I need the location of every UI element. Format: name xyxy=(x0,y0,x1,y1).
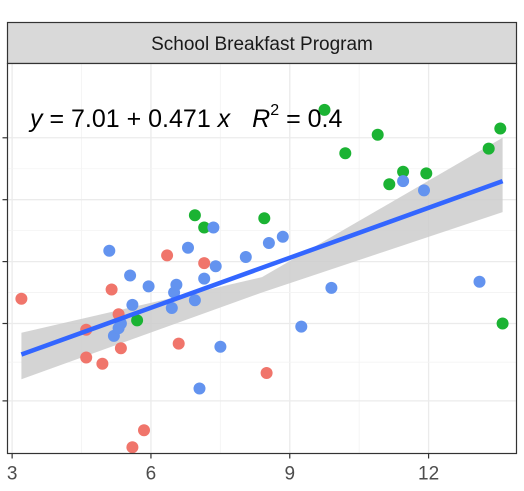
equation-plus: + xyxy=(120,105,149,133)
data-point-blue xyxy=(473,275,486,288)
data-point-blue xyxy=(207,221,220,234)
data-point-red xyxy=(126,441,139,454)
data-point-green xyxy=(383,178,396,191)
data-point-green xyxy=(482,142,495,155)
data-point-green xyxy=(258,212,271,225)
data-point-blue xyxy=(418,184,430,197)
equation-r-power: 2 xyxy=(270,102,279,119)
data-point-red xyxy=(96,357,109,370)
data-point-green xyxy=(397,165,410,178)
chart-title-fragment: g xyxy=(458,0,469,1)
data-point-green xyxy=(131,314,144,327)
equation-r2-value: = 0.4 xyxy=(279,105,342,133)
data-point-green xyxy=(494,122,507,135)
data-point-blue xyxy=(103,244,116,257)
equation-intercept: = 7.01 xyxy=(43,105,120,133)
data-point-blue xyxy=(142,280,155,293)
data-point-green xyxy=(496,317,509,330)
data-point-red xyxy=(15,292,28,305)
x-tick-label: 12 xyxy=(418,464,439,485)
data-point-green xyxy=(318,103,331,116)
data-point-blue xyxy=(214,340,227,353)
equation-x: x xyxy=(211,105,232,133)
data-point-blue xyxy=(239,251,252,263)
data-point-blue xyxy=(276,230,289,243)
data-point-blue xyxy=(295,320,308,333)
x-axis-tick-labels: 3 6 9 12 xyxy=(7,464,439,485)
plot-panel-border xyxy=(6,62,518,455)
data-point-blue xyxy=(397,175,410,188)
data-point-green xyxy=(371,128,384,141)
data-point-blue xyxy=(198,272,211,285)
equation-r: R xyxy=(252,105,270,133)
facet-strip-background xyxy=(6,21,518,65)
data-point-red xyxy=(80,351,93,364)
x-tick-label: 3 xyxy=(7,464,18,485)
x-tick-label: 6 xyxy=(146,464,157,485)
regression-line xyxy=(20,179,504,357)
data-point-red xyxy=(161,249,174,262)
data-point-green xyxy=(188,209,201,222)
facet-strip: School Breakfast Program xyxy=(6,21,518,65)
data-point-blue xyxy=(188,294,201,307)
facet-strip-label: School Breakfast Program xyxy=(151,34,373,55)
data-point-green xyxy=(198,221,211,234)
equation-y: y xyxy=(28,105,44,133)
data-point-blue xyxy=(209,260,222,273)
data-points xyxy=(15,103,509,454)
data-point-green xyxy=(420,167,433,180)
regression-line-layer xyxy=(20,179,504,357)
data-point-blue xyxy=(170,278,183,291)
data-point-blue xyxy=(126,298,139,311)
data-point-blue xyxy=(182,241,194,254)
data-point-red xyxy=(260,367,273,379)
data-point-blue xyxy=(325,281,338,294)
data-point-blue xyxy=(262,237,275,249)
data-point-red xyxy=(114,342,127,355)
axis-ticks xyxy=(2,137,430,459)
x-tick-label: 9 xyxy=(284,464,295,485)
regression-equation: y = 7.01 + 0.471 x R2 = 0.4 xyxy=(28,102,342,133)
data-point-green xyxy=(339,147,352,160)
data-point-red xyxy=(198,257,211,270)
equation-slope: 0.471 xyxy=(148,105,211,133)
data-point-red xyxy=(172,337,185,350)
data-point-blue xyxy=(124,269,137,282)
data-point-blue xyxy=(193,382,206,395)
data-point-red xyxy=(105,283,118,296)
data-point-red xyxy=(138,424,150,437)
data-point-blue xyxy=(165,302,178,314)
plot-panel xyxy=(7,63,517,454)
